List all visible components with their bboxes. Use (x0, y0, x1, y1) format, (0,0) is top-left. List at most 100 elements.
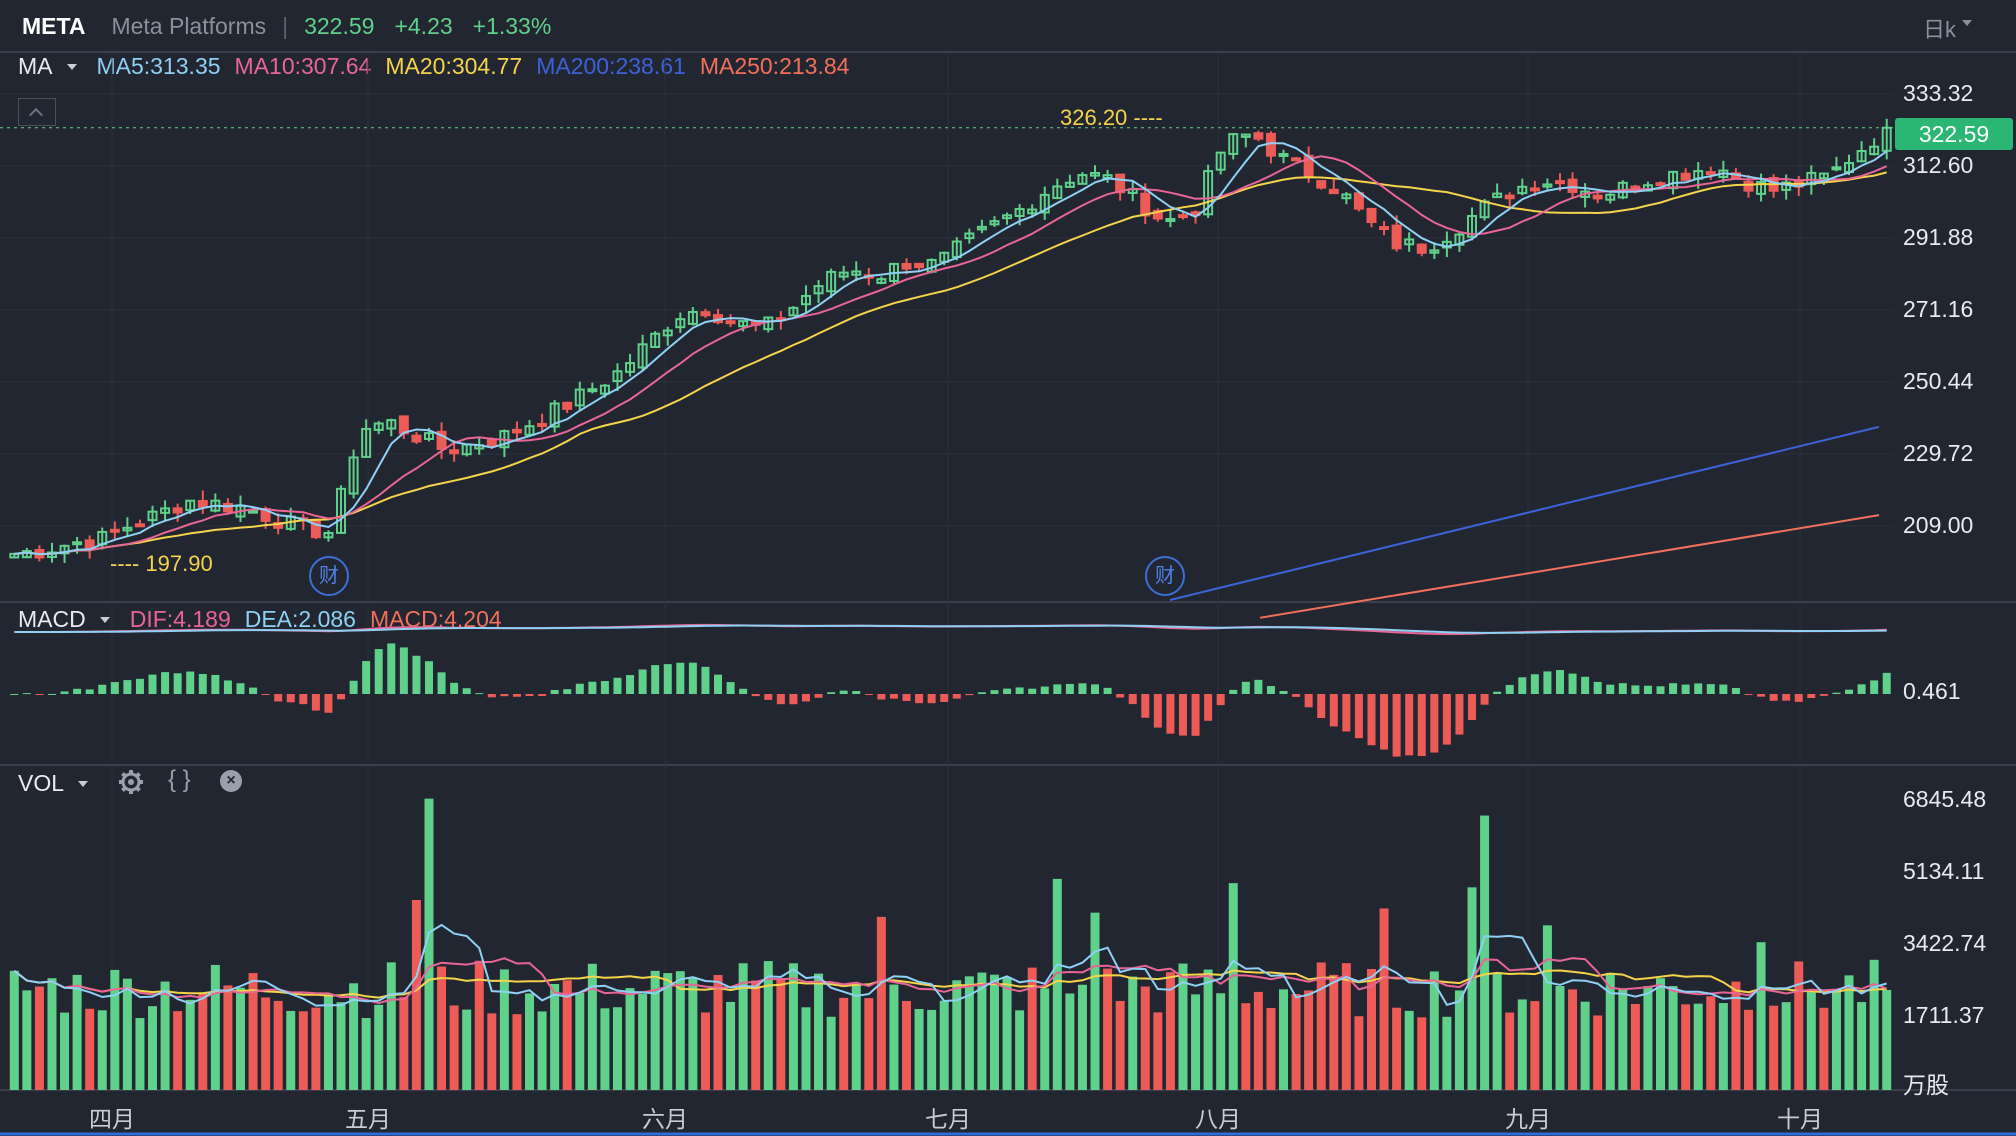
macd-bar (538, 694, 547, 696)
candle-body (1039, 193, 1050, 214)
ma-indicator-selector[interactable]: MA (18, 53, 53, 79)
macd-bar (688, 662, 697, 694)
candle-body (1278, 152, 1289, 157)
volume-bar (1178, 963, 1188, 1090)
chevron-down-icon[interactable] (99, 616, 110, 623)
candle-body (687, 310, 698, 325)
volume-bar (1542, 925, 1552, 1090)
header-bar: META Meta Platforms | 322.59 +4.23 +1.33… (0, 0, 2016, 52)
volume-bar (1882, 989, 1892, 1090)
volume-bar (864, 998, 874, 1090)
macd-bar (902, 694, 911, 701)
volume-bar (1618, 989, 1628, 1090)
volume-bar (1253, 991, 1263, 1090)
volume-ma10-line (13, 957, 1888, 1005)
macd-bar (1744, 694, 1753, 695)
volume-bar (851, 983, 861, 1090)
volume-bar (700, 1012, 710, 1090)
candle-body (826, 270, 837, 293)
candle-body (248, 509, 259, 514)
macd-bar (198, 674, 207, 694)
volume-bar (688, 977, 698, 1090)
macd-bar (1329, 694, 1338, 727)
period-selector[interactable]: 日k (1922, 17, 1956, 42)
volume-bar (173, 1011, 183, 1090)
macd-bar (311, 694, 320, 711)
volume-bar (952, 980, 962, 1090)
candle-body (1077, 174, 1088, 185)
candle-body (574, 388, 585, 407)
candle-body (486, 439, 497, 447)
volume-bar (286, 1010, 296, 1090)
price-tick-label: 333.32 (1903, 80, 1974, 106)
candle-body (587, 388, 598, 393)
macd-bar (399, 647, 408, 694)
volume-legend: VOL (18, 770, 108, 797)
macd-bar (512, 694, 521, 697)
macd-bar (349, 680, 358, 694)
chevron-down-icon[interactable] (1962, 20, 1972, 26)
candle-body (1064, 181, 1075, 188)
macd-bar (1078, 683, 1087, 694)
macd-bar (362, 661, 371, 694)
volume-bar (223, 985, 233, 1090)
candle-body (1429, 249, 1440, 254)
candle-body (1215, 151, 1226, 171)
ma20-line (14, 171, 1887, 556)
macd-bar (1857, 684, 1866, 694)
macd-bar (22, 693, 31, 695)
volume-bar (487, 1013, 497, 1090)
macd-bar (1455, 694, 1464, 735)
volume-bar (814, 973, 824, 1090)
volume-bar (1040, 988, 1050, 1090)
macd-bar (1003, 688, 1012, 694)
candle-body (1869, 145, 1880, 156)
earnings-badge[interactable]: 财 (1145, 556, 1185, 596)
macd-bar (98, 684, 107, 694)
volume-bar (323, 994, 333, 1090)
code-braces-icon[interactable]: { } (168, 766, 191, 793)
macd-bar (1153, 694, 1162, 728)
close-icon[interactable]: × (220, 770, 242, 792)
macd-bar (877, 694, 886, 700)
macd-bar (613, 677, 622, 694)
macd-bar (1694, 683, 1703, 694)
macd-bar (990, 690, 999, 694)
macd-bar (1091, 684, 1100, 694)
volume-bar (499, 969, 509, 1090)
macd-bar (563, 689, 572, 694)
volume-bar (311, 1007, 321, 1090)
candle-body (9, 552, 20, 559)
volume-bar (989, 974, 999, 1090)
macd-bar (814, 694, 823, 698)
chevron-down-icon[interactable] (66, 63, 77, 70)
volume-bar (449, 1005, 459, 1090)
macd-bar (236, 683, 245, 694)
macd-bar (1731, 687, 1740, 694)
macd-bar (1392, 694, 1401, 757)
volume-bar (1115, 1000, 1125, 1090)
earnings-badge[interactable]: 财 (309, 556, 349, 596)
candle-body (323, 531, 334, 539)
collapse-button[interactable] (18, 98, 56, 126)
macd-indicator-selector[interactable]: MACD (18, 606, 86, 632)
volume-bar (85, 1008, 95, 1090)
volume-indicator-selector[interactable]: VOL (18, 770, 65, 796)
candle-body (373, 422, 384, 431)
macd-bar (550, 689, 559, 694)
volume-bar (1769, 1005, 1779, 1090)
volume-bar (1090, 912, 1100, 1090)
ticker-symbol: META (22, 12, 86, 39)
candle-body (1881, 126, 1892, 152)
macd-bar (475, 693, 484, 695)
volume-bar (675, 971, 685, 1090)
volume-ma20-line (13, 969, 1887, 999)
volume-bar (902, 1000, 912, 1090)
candle-body (273, 521, 284, 529)
volume-bar (1216, 993, 1226, 1090)
volume-bar (1341, 963, 1351, 1090)
macd-bar (1380, 694, 1389, 750)
chevron-down-icon[interactable] (78, 780, 89, 787)
macd-bar (1128, 694, 1137, 705)
candle-body (1366, 207, 1377, 224)
